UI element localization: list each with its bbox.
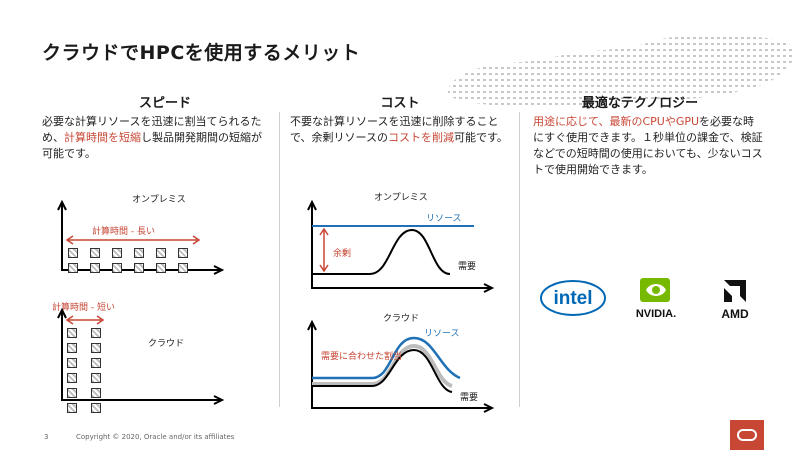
- chip-icon: [67, 388, 77, 398]
- chip-icon: [68, 263, 78, 273]
- chip-icon: [91, 373, 101, 383]
- chip-icon: [112, 263, 122, 273]
- cost-onprem-label: オンプレミス: [374, 193, 428, 203]
- chip-icon: [91, 388, 101, 398]
- cost-resource-label: リソース: [426, 214, 462, 224]
- tech-text-highlight: 用途に応じて、最新のCPUやGPU: [533, 115, 700, 128]
- intel-logo-text: intel: [553, 288, 592, 309]
- cost-cloud-demand-label: 需要: [460, 393, 479, 403]
- onprem-chip-grid: [68, 248, 188, 273]
- cost-onprem-chart: [307, 200, 495, 293]
- cost-cloud-resource-label: リソース: [424, 329, 460, 339]
- divider-1: [279, 112, 280, 407]
- chip-icon: [90, 263, 100, 273]
- copyright: Copyright © 2020, Oracle and/or its affi…: [76, 433, 235, 441]
- nvidia-logo: NVIDIA.: [636, 278, 676, 320]
- divider-2: [519, 112, 520, 407]
- tech-text-b: を必要な時にすぐ使用できます。１秒単位の課金で、検証などでの短時間の使用において…: [533, 115, 763, 176]
- chip-icon: [178, 248, 188, 258]
- cost-text-highlight: コストを削減: [388, 131, 455, 144]
- speed-heading: スピード: [138, 96, 191, 111]
- speed-cloud-axes: [57, 308, 225, 405]
- cost-text-b: 可能です。: [454, 131, 508, 144]
- cost-allocation-label: 需要に合わせた割当: [321, 352, 403, 362]
- speed-description: 必要な計算リソースを迅速に割当てられるため、計算時間を短縮し製品開発期間の短縮が…: [42, 114, 270, 162]
- tech-description: 用途に応じて、最新のCPUやGPUを必要な時にすぐ使用できます。１秒単位の課金で…: [533, 114, 765, 178]
- chip-icon: [156, 248, 166, 258]
- chip-icon: [67, 373, 77, 383]
- speed-onprem-time: 計算時間 - 長い: [92, 227, 155, 237]
- intel-logo: intel: [540, 280, 606, 316]
- amd-logo-text: AMD: [721, 307, 749, 321]
- tech-heading: 最適なテクノロジー: [581, 96, 699, 111]
- chip-icon: [90, 248, 100, 258]
- cloud-decoration: [447, 34, 795, 108]
- chip-icon: [91, 328, 101, 338]
- page-number: 3: [44, 433, 49, 441]
- chip-icon: [67, 343, 77, 353]
- speed-text-highlight: 計算時間を短縮: [64, 131, 141, 144]
- chip-icon: [67, 328, 77, 338]
- cost-cloud-chart: [307, 320, 495, 413]
- oracle-logo: [730, 420, 764, 450]
- chip-icon: [67, 403, 77, 413]
- chip-icon: [134, 248, 144, 258]
- cost-text-a: 不要な計算リソースを迅速に削除することで、余剰リソースの: [290, 115, 499, 144]
- cost-demand-label: 需要: [458, 262, 477, 272]
- speed-text-b: し製品開発期間の短縮が可能です。: [42, 131, 262, 160]
- speed-onprem-label: オンプレミス: [132, 195, 186, 205]
- chip-icon: [178, 263, 188, 273]
- chip-icon: [91, 358, 101, 368]
- cost-cloud-label: クラウド: [383, 314, 420, 324]
- speed-text-a: 必要な計算リソースを迅速に割当てられるため、: [42, 115, 262, 144]
- cloud-chip-grid: [67, 328, 101, 413]
- chip-icon: [67, 358, 77, 368]
- oracle-ring-icon: [737, 429, 757, 441]
- slide-title: クラウドでHPCを使用するメリット: [42, 42, 361, 64]
- speed-cloud-time: 計算時間 - 短い: [52, 303, 115, 313]
- chip-icon: [68, 248, 78, 258]
- speed-onprem-axes: [57, 200, 225, 275]
- chip-icon: [91, 343, 101, 353]
- chip-icon: [134, 263, 144, 273]
- cost-surplus-label: 余剰: [333, 249, 352, 259]
- cost-heading: コスト: [380, 96, 420, 111]
- chip-icon: [91, 403, 101, 413]
- cost-description: 不要な計算リソースを迅速に削除することで、余剰リソースのコストを削減可能です。: [290, 114, 515, 146]
- nvidia-logo-text: NVIDIA.: [636, 308, 676, 320]
- speed-cloud-label: クラウド: [148, 339, 185, 349]
- amd-logo: AMD: [721, 280, 749, 321]
- chip-icon: [156, 263, 166, 273]
- chip-icon: [112, 248, 122, 258]
